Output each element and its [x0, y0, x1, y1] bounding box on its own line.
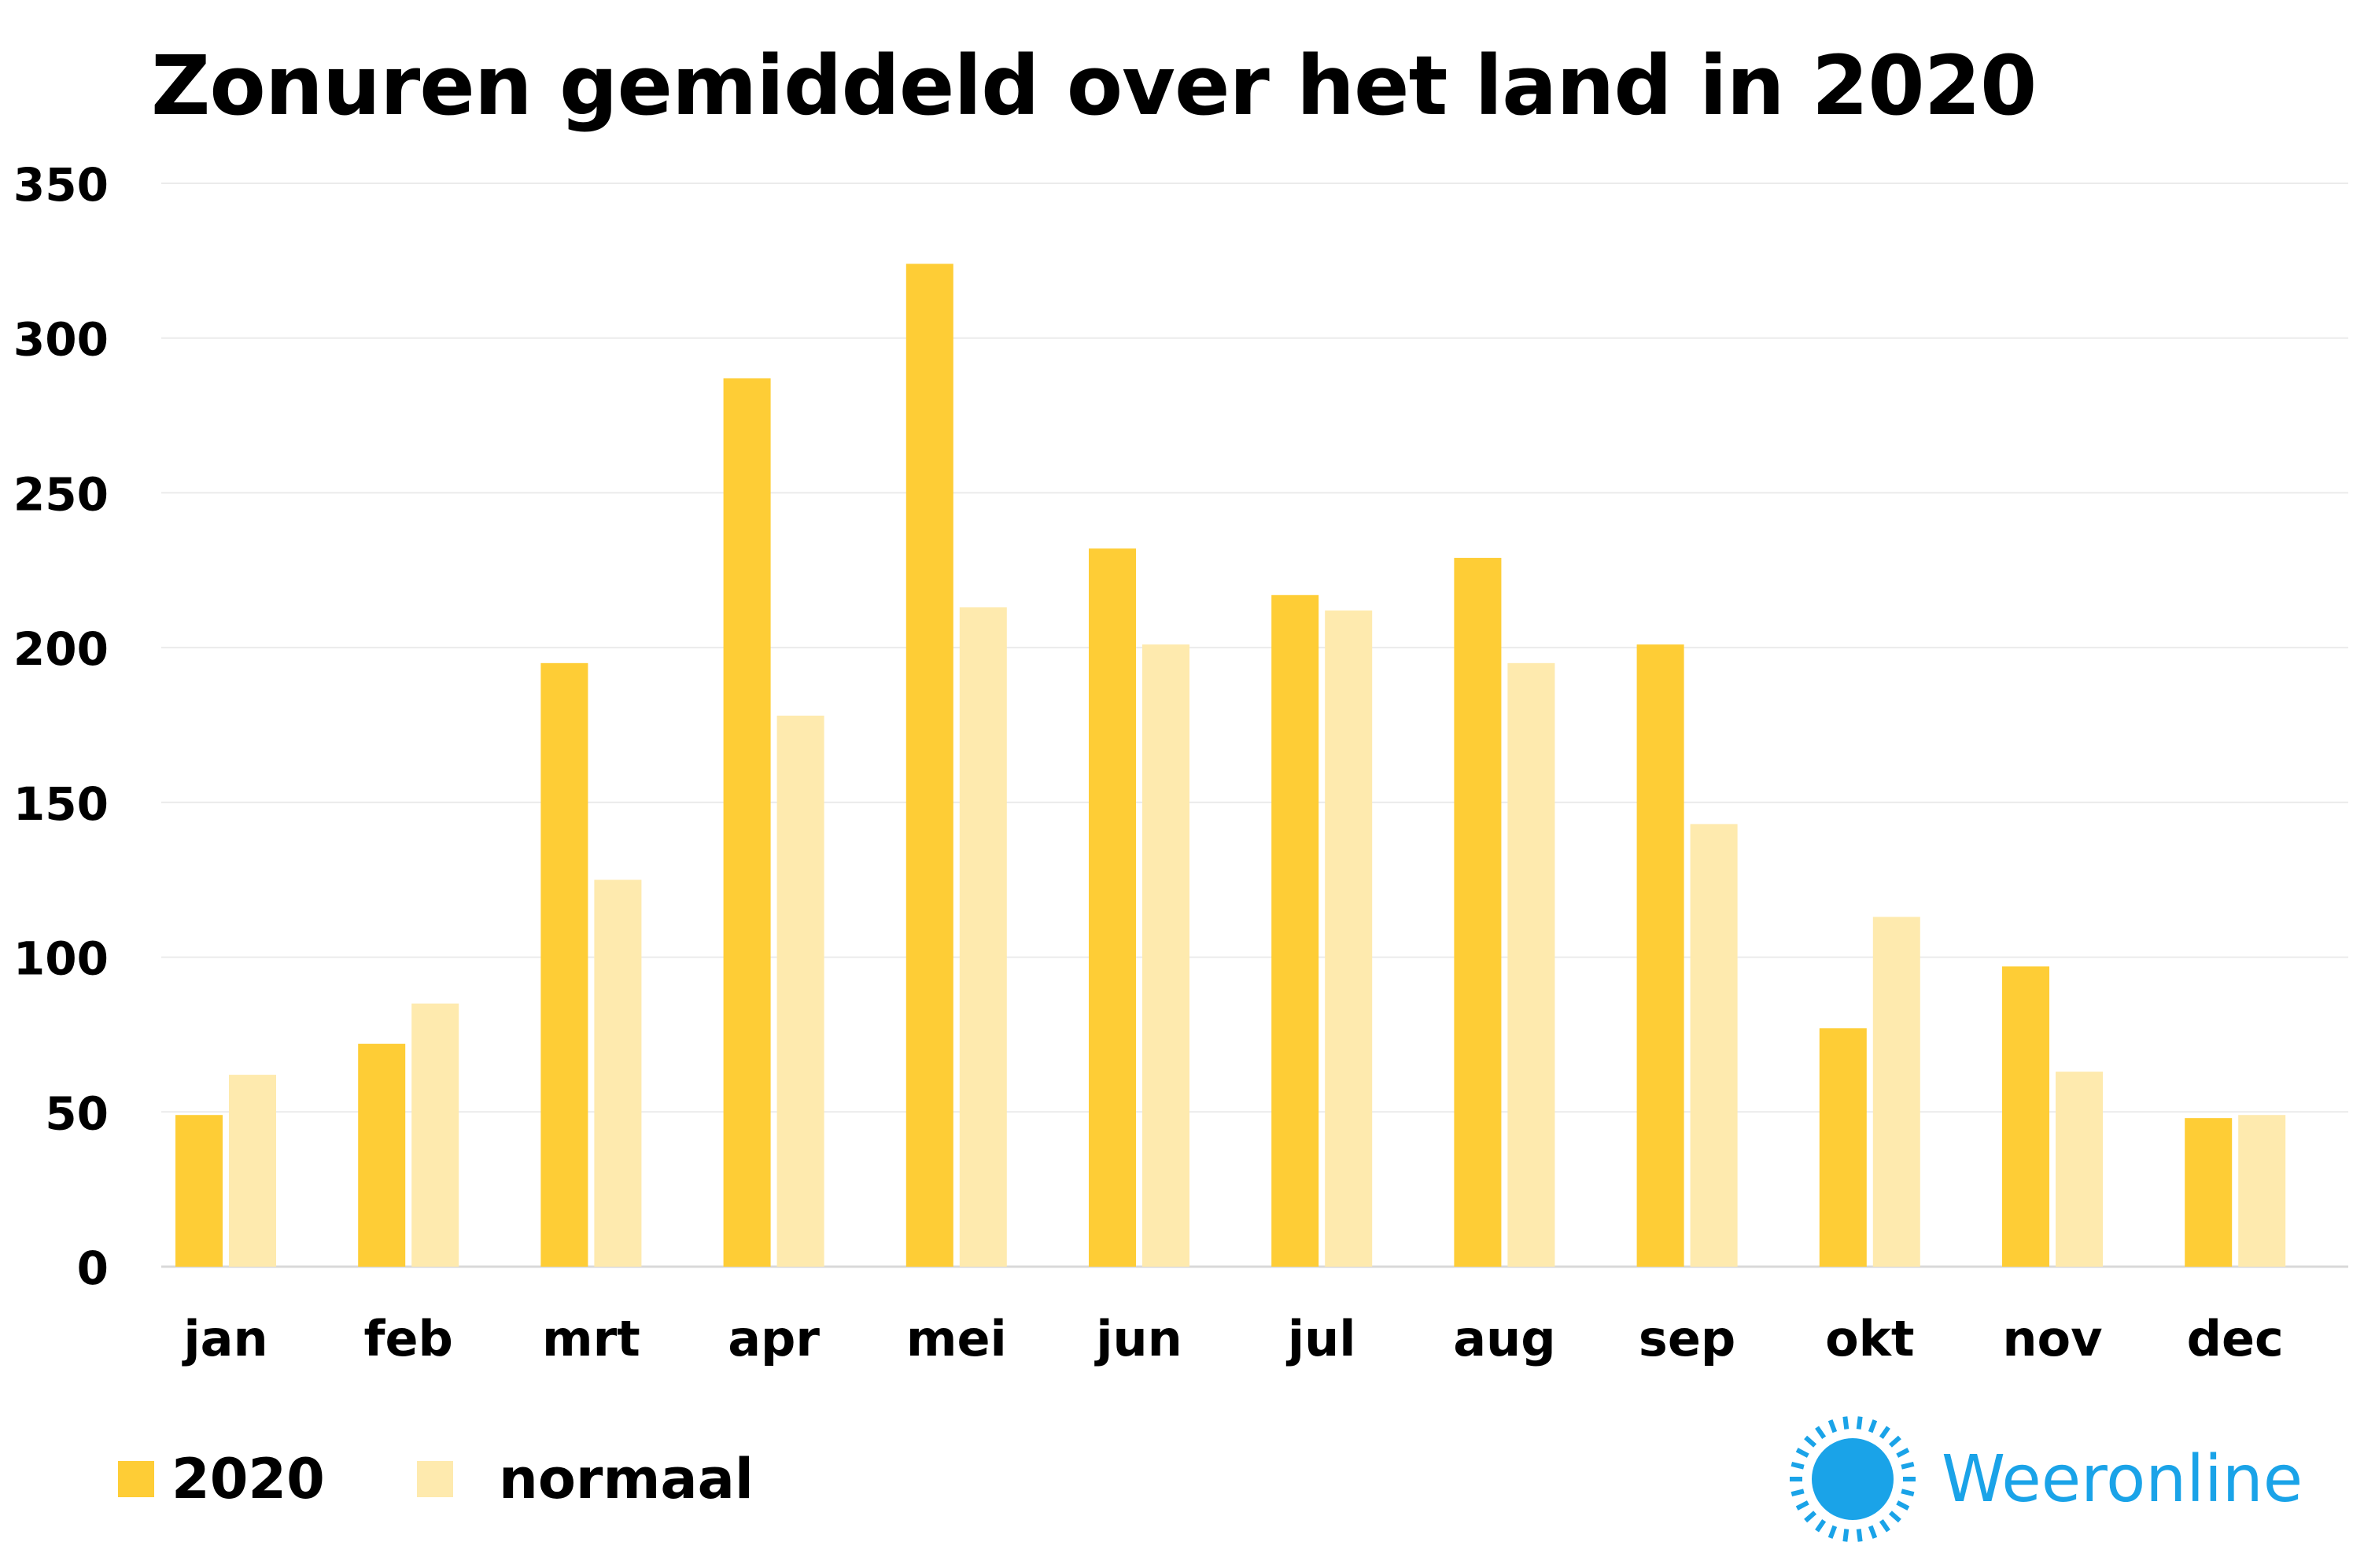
y-tick-label: 50 — [45, 1087, 109, 1140]
x-tick-label: aug — [1453, 1310, 1555, 1367]
bar-normaal-apr — [776, 715, 824, 1267]
x-tick-label: dec — [2187, 1310, 2284, 1367]
bar-2020-jun — [1089, 548, 1136, 1267]
bar-normaal-feb — [411, 1003, 459, 1267]
y-tick-label: 300 — [13, 313, 109, 367]
y-tick-label: 350 — [13, 158, 109, 212]
y-tick-label: 100 — [13, 932, 109, 986]
x-tick-label: sep — [1639, 1310, 1735, 1367]
y-tick-label: 150 — [13, 777, 109, 831]
bar-normaal-jul — [1325, 610, 1373, 1267]
x-tick-label: jan — [181, 1310, 267, 1367]
legend-swatch-normaal — [417, 1461, 453, 1497]
bar-normaal-nov — [2056, 1072, 2103, 1267]
x-tick-label: jul — [1285, 1310, 1356, 1367]
bar-normaal-okt — [1872, 917, 1920, 1267]
legend-item-2020: 2020 — [118, 1440, 325, 1518]
logo-text: Weeronline — [1942, 1441, 2303, 1517]
bar-normaal-mei — [959, 607, 1007, 1267]
bar-2020-apr — [723, 378, 771, 1267]
weeronline-logo: Weeronline — [1786, 1412, 2303, 1546]
legend-swatch-2020 — [118, 1461, 154, 1497]
sun-icon — [1790, 1416, 1916, 1542]
bar-2020-feb — [358, 1043, 406, 1267]
bar-2020-dec — [2185, 1118, 2233, 1267]
legend-label-normaal: normaal — [499, 1447, 754, 1511]
chart-title: Zonuren gemiddeld over het land in 2020 — [151, 38, 2037, 134]
bar-2020-aug — [1454, 558, 1502, 1267]
bar-normaal-aug — [1507, 662, 1555, 1267]
x-tick-label: apr — [728, 1310, 820, 1367]
bar-normaal-jan — [229, 1075, 276, 1267]
x-tick-label: mrt — [542, 1310, 640, 1367]
bar-2020-nov — [2002, 966, 2049, 1267]
bar-2020-mrt — [540, 662, 588, 1267]
bar-normaal-jun — [1142, 644, 1189, 1267]
legend-item-normaal: normaal — [417, 1440, 754, 1518]
bar-normaal-mrt — [594, 880, 642, 1267]
bar-2020-okt — [1819, 1028, 1867, 1267]
y-tick-label: 200 — [13, 622, 109, 676]
bar-2020-mei — [905, 264, 953, 1267]
bar-normaal-sep — [1690, 824, 1738, 1267]
bar-normaal-dec — [2238, 1115, 2286, 1267]
x-tick-label: mei — [906, 1310, 1007, 1367]
x-tick-label: okt — [1825, 1310, 1914, 1367]
bar-2020-sep — [1636, 644, 1684, 1267]
x-tick-label: feb — [363, 1310, 452, 1367]
y-tick-label: 250 — [13, 467, 109, 521]
bar-2020-jul — [1271, 595, 1319, 1267]
x-tick-label: jun — [1093, 1310, 1182, 1367]
legend-label-2020: 2020 — [171, 1447, 325, 1511]
bar-2020-jan — [175, 1115, 223, 1267]
y-tick-label: 0 — [77, 1241, 109, 1295]
x-tick-label: nov — [2002, 1310, 2102, 1367]
